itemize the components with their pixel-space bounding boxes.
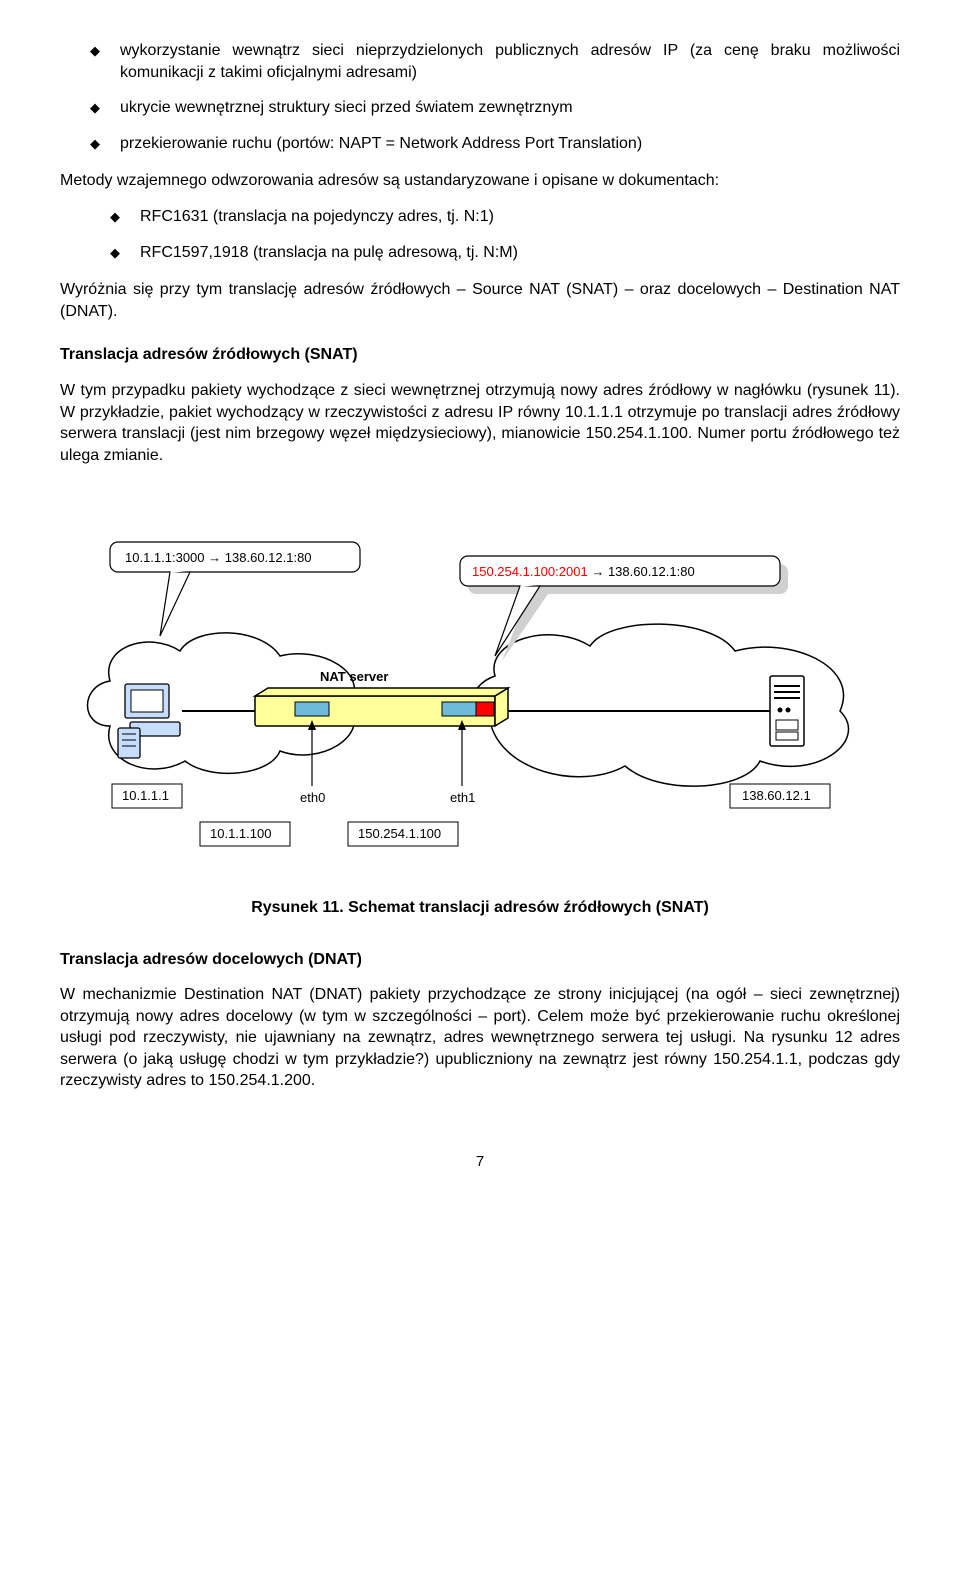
bullet-item: wykorzystanie wewnątrz sieci nieprzydzie…: [120, 40, 900, 83]
callout-left-dst: 138.60.12.1:80: [225, 550, 312, 565]
callout-left-src: 10.1.1.1:3000: [125, 550, 205, 565]
callout-right-src-port: :2001: [555, 564, 588, 579]
snat-section-title: Translacja adresów źródłowych (SNAT): [60, 344, 900, 366]
server-icon: [770, 676, 804, 746]
dnat-section-title: Translacja adresów docelowych (DNAT): [60, 949, 900, 971]
port-eth0: [295, 702, 329, 716]
figure-caption: Rysunek 11. Schemat translacji adresów ź…: [60, 897, 900, 919]
callout-right-dst: 138.60.12.1:80: [608, 564, 695, 579]
nat-server-label: NAT server: [320, 669, 388, 684]
bullet-item: RFC1631 (translacja na pojedynczy adres,…: [140, 206, 900, 228]
eth1-ip: 150.254.1.100: [358, 826, 441, 841]
eth0-ip: 10.1.1.100: [210, 826, 271, 841]
router-top: [255, 688, 508, 696]
eth1-label: eth1: [450, 790, 475, 805]
intro-paragraph: Metody wzajemnego odwzorowania adresów s…: [60, 170, 900, 192]
svg-text:150.254.1.100:2001 →: 150.254.1.100:2001 → 138.60.12.1:80: [472, 564, 695, 579]
host-right-ip: 138.60.12.1: [742, 788, 811, 803]
svg-text:10.1.1.1:3000 →: 10.1.1.1:3000 → 138.60.12.1:80: [125, 550, 312, 565]
bullet-item: RFC1597,1918 (translacja na pulę adresow…: [140, 242, 900, 264]
snat-diagram: NAT server: [70, 506, 890, 873]
bullet-item: ukrycie wewnętrznej struktury sieci prze…: [120, 97, 900, 119]
page-number: 7: [60, 1152, 900, 1172]
rfc-bullet-list: RFC1631 (translacja na pojedynczy adres,…: [60, 206, 900, 263]
snat-paragraph: W tym przypadku pakiety wychodzące z sie…: [60, 380, 900, 466]
port-eth1-blue: [442, 702, 476, 716]
port-eth1-red: [476, 702, 494, 716]
distinction-paragraph: Wyróżnia się przy tym translację adresów…: [60, 279, 900, 322]
left-callout: 10.1.1.1:3000 → 138.60.12.1:80: [110, 542, 360, 636]
dnat-paragraph: W mechanizmie Destination NAT (DNAT) pak…: [60, 984, 900, 1092]
host-left-ip: 10.1.1.1: [122, 788, 169, 803]
callout-right-src-ip: 150.254.1.100: [472, 564, 555, 579]
bullet-item: przekierowanie ruchu (portów: NAPT = Net…: [120, 133, 900, 155]
eth0-label: eth0: [300, 790, 325, 805]
top-bullet-list: wykorzystanie wewnątrz sieci nieprzydzie…: [60, 40, 900, 154]
